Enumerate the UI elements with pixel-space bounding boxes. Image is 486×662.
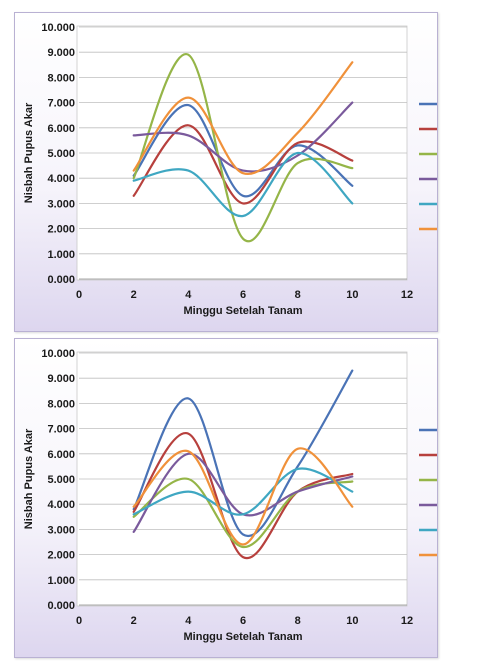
- y-tick-label: 3.000: [47, 198, 75, 210]
- x-tick-label: 6: [240, 289, 246, 301]
- y-tick-label: 0.000: [47, 600, 75, 612]
- x-tick-label: 8: [295, 615, 301, 627]
- x-tick-label: 10: [346, 615, 358, 627]
- chart-panel-2: 0.000 1.000 2.000 3.000 4.000 5.000 6.000 7.000…: [14, 338, 438, 658]
- x-tick-label: 4: [185, 615, 192, 627]
- series-line-d1c1: [132, 124, 354, 205]
- y-tick-label: 2.000: [47, 550, 75, 562]
- y-tick-label: 9.000: [47, 373, 75, 385]
- y-tick-label: 5.000: [47, 148, 75, 160]
- series-line-d2c2: [132, 477, 354, 549]
- series-line-d2c4: [132, 467, 354, 516]
- y-tick-label: 0.000: [47, 274, 75, 286]
- y-tick-label: 3.000: [47, 524, 75, 536]
- line-chart-2: 0.000 1.000 2.000 3.000 4.000 5.000 6.000 7.000…: [23, 348, 437, 643]
- x-tick-label: 8: [295, 289, 301, 301]
- y-tick-label: 7.000: [47, 98, 75, 110]
- y-tick-label: 7.000: [47, 424, 75, 436]
- series-line-d2c0: [132, 369, 354, 538]
- y-tick-label: 1.000: [47, 575, 75, 587]
- line-chart-1: 0.000 1.000 2.000 3.000 4.000 5.000 6.000 7.000…: [23, 22, 437, 317]
- y-tick-label: 4.000: [47, 499, 75, 511]
- series-line-d1c3: [132, 101, 354, 173]
- y-tick-label: 6.000: [47, 449, 75, 461]
- x-tick-label: 2: [131, 615, 137, 627]
- y-tick-label: 6.000: [47, 123, 75, 135]
- series-line-d1c5: [132, 61, 354, 176]
- x-tick-label: 10: [346, 289, 358, 301]
- y-tick-label: 4.000: [47, 173, 75, 185]
- y-axis-label: Nisbah Pupus Akar: [23, 428, 35, 529]
- series-line-d2c5: [132, 447, 354, 546]
- y-tick-label: 5.000: [47, 474, 75, 486]
- x-axis-label: Minggu Setelah Tanam: [184, 305, 303, 317]
- y-tick-label: 8.000: [47, 398, 75, 410]
- x-tick-label: 2: [131, 289, 137, 301]
- x-tick-label: 12: [401, 289, 413, 301]
- series-line-d1c0: [132, 103, 354, 198]
- y-tick-label: 10.000: [41, 348, 75, 360]
- x-tick-label: 0: [76, 615, 82, 627]
- x-tick-label: 0: [76, 289, 82, 301]
- x-tick-label: 4: [185, 289, 192, 301]
- y-tick-label: 2.000: [47, 224, 75, 236]
- y-tick-label: 10.000: [41, 22, 75, 34]
- y-tick-label: 8.000: [47, 72, 75, 84]
- chart-panel-1: 0.000 1.000 2.000 3.000 4.000 5.000 6.000 7.000…: [14, 12, 438, 332]
- x-axis-label: Minggu Setelah Tanam: [184, 631, 303, 643]
- y-axis-label: Nisbah Pupus Akar: [23, 102, 35, 203]
- y-tick-label: 1.000: [47, 249, 75, 261]
- series-line-d2c3: [132, 452, 354, 533]
- x-tick-label: 6: [240, 615, 246, 627]
- y-tick-label: 9.000: [47, 47, 75, 59]
- x-tick-label: 12: [401, 615, 413, 627]
- series-line-d1c4: [132, 151, 354, 218]
